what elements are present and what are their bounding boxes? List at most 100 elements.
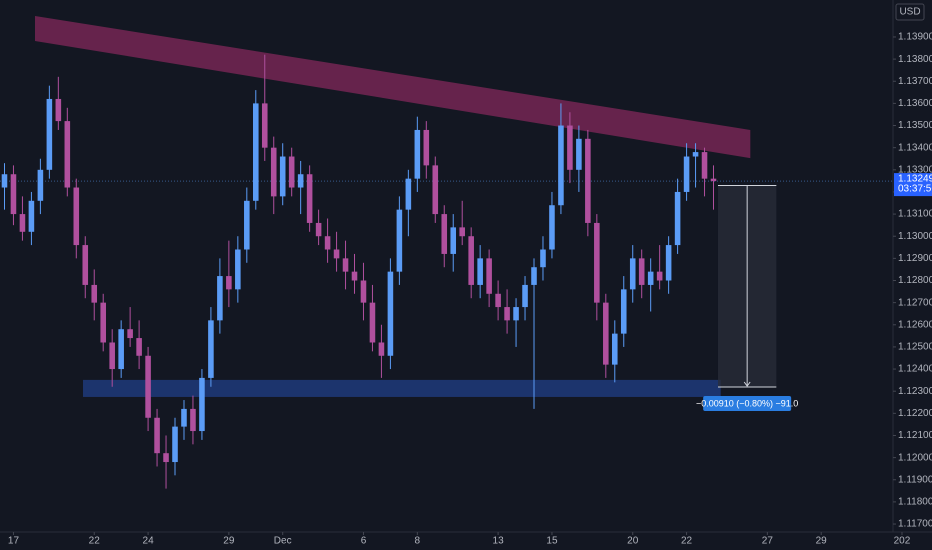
candle-body — [710, 178, 717, 182]
candle-body — [37, 169, 44, 201]
candle-body — [674, 191, 681, 246]
y-tick-label: 1.13500 — [898, 120, 932, 131]
y-tick-label: 1.12800 — [898, 275, 932, 286]
candle-body — [64, 121, 71, 188]
candle-body — [261, 103, 268, 148]
candle-body — [620, 289, 627, 334]
currency: USD — [899, 7, 920, 18]
y-tick-label: 1.11900 — [898, 474, 932, 485]
candle-body — [351, 271, 358, 281]
candle-body — [629, 258, 636, 290]
x-tick-label: 29 — [816, 536, 828, 547]
candle-body — [28, 200, 35, 232]
candle-body — [253, 103, 259, 201]
candle-body — [315, 222, 322, 237]
candle-body — [360, 280, 367, 303]
candle-body — [297, 174, 304, 188]
y-tick-label: 1.12300 — [898, 386, 932, 397]
candle-body — [504, 307, 510, 321]
y-tick-label: 1.12200 — [898, 408, 932, 419]
y-tick-label: 1.12100 — [898, 430, 932, 441]
x-tick-label: 15 — [546, 536, 558, 547]
candle-body — [432, 165, 439, 215]
y-tick-label: 1.13400 — [898, 142, 932, 153]
last-price-tag — [894, 173, 932, 197]
candle-body — [495, 293, 501, 308]
y-tick-label: 1.13600 — [898, 98, 932, 109]
candle-body — [540, 249, 546, 268]
candle-body — [342, 258, 349, 272]
candle-body — [665, 245, 672, 281]
y-tick-label: 1.13100 — [898, 209, 932, 220]
candle-body — [55, 98, 62, 122]
candle-body — [217, 276, 223, 321]
candle-body — [522, 284, 528, 308]
candle-body — [208, 320, 214, 378]
candle-body — [405, 178, 412, 210]
candle-body — [333, 249, 340, 259]
measure-label-box — [703, 395, 792, 411]
x-tick-label: 6 — [361, 536, 367, 547]
candle-body — [701, 152, 708, 179]
candle-body — [396, 209, 403, 272]
candle-body — [172, 426, 178, 463]
measure-label: −0.00910 (−0.80%) −91.0 — [696, 398, 798, 408]
candle-body — [127, 329, 133, 339]
candle-body — [163, 453, 169, 463]
candle-body — [324, 236, 331, 250]
candle-body — [199, 377, 205, 432]
candle-body — [513, 307, 519, 321]
candle-body — [692, 152, 699, 157]
x-tick-label: 22 — [681, 536, 693, 547]
candle-body — [235, 249, 241, 290]
candle-body — [576, 138, 582, 170]
x-tick-label: 202 — [894, 536, 911, 547]
candle-body — [567, 125, 573, 170]
candle-body — [306, 174, 313, 223]
y-tick-label: 1.13300 — [898, 164, 932, 175]
candle-body — [145, 355, 151, 418]
y-tick-label: 1.13000 — [898, 231, 932, 242]
resistance-zone — [35, 15, 751, 159]
currency-box[interactable] — [895, 3, 925, 21]
candle-body — [594, 222, 600, 303]
countdown-label: 03:37:56 — [898, 184, 932, 195]
y-tick-label: 1.12600 — [898, 319, 932, 330]
y-tick-label: 1.12700 — [898, 297, 932, 308]
candle-body — [82, 245, 89, 285]
candle-body — [244, 200, 250, 250]
last-price-label: 1.13249 — [898, 174, 932, 185]
candle-body — [441, 214, 448, 254]
candle-body — [118, 329, 124, 370]
x-tick-label: 17 — [8, 536, 20, 547]
candle-body — [486, 258, 492, 294]
candle-body — [154, 417, 160, 454]
x-tick-label: Dec — [274, 536, 292, 547]
candle-body — [450, 227, 457, 254]
candle-body — [288, 156, 295, 188]
candle-body — [531, 267, 537, 285]
candle-body — [181, 408, 187, 427]
candle-body — [19, 214, 26, 232]
candle-body — [603, 302, 609, 365]
y-tick-label: 1.12400 — [898, 364, 932, 375]
candle-body — [46, 98, 53, 170]
candle-body — [270, 147, 277, 197]
measure-arrowhead — [743, 381, 751, 387]
y-tick-label: 1.11800 — [898, 497, 932, 508]
x-tick-label: 29 — [223, 536, 235, 547]
candle-body — [414, 129, 421, 179]
x-tick-label: 8 — [415, 536, 421, 547]
x-tick-label: 22 — [89, 536, 101, 547]
y-tick-label: 1.12900 — [898, 253, 932, 264]
x-tick-label: 27 — [762, 536, 774, 547]
candle-body — [91, 284, 98, 303]
candle-body — [226, 276, 232, 290]
candle-body — [549, 205, 555, 250]
candle-body — [190, 408, 196, 432]
y-tick-label: 1.12500 — [898, 342, 932, 353]
candle-body — [638, 258, 645, 285]
